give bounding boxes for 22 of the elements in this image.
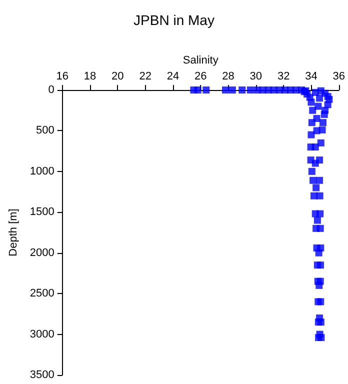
- y-tick-label: 2500: [30, 288, 54, 300]
- x-tick-label: 28: [222, 70, 234, 82]
- chart-title: JPBN in May: [134, 12, 214, 28]
- y-axis-title: Depth [m]: [8, 208, 20, 256]
- y-tick-label: 3500: [30, 369, 54, 381]
- y-tick-label: 0: [48, 84, 54, 96]
- y-tick-label: 2000: [30, 246, 54, 259]
- x-axis-title: Salinity: [182, 54, 219, 67]
- x-tick-label: 22: [139, 70, 152, 82]
- x-tick-label: 26: [194, 70, 207, 82]
- y-tick-label: 500: [36, 124, 54, 137]
- y-tick-label: 1500: [30, 206, 54, 218]
- x-tick-label: 34: [305, 70, 318, 82]
- y-tick-label: 3000: [30, 328, 54, 340]
- x-tick-label: 18: [84, 70, 96, 82]
- y-tick-label: 1000: [30, 165, 54, 178]
- x-tick-label: 20: [112, 70, 124, 82]
- x-tick-label: 24: [166, 70, 180, 82]
- x-tick-label: 36: [332, 70, 346, 82]
- x-tick-label: 30: [250, 70, 262, 82]
- x-tick-label: 32: [277, 70, 290, 82]
- x-tick-label: 16: [56, 70, 68, 82]
